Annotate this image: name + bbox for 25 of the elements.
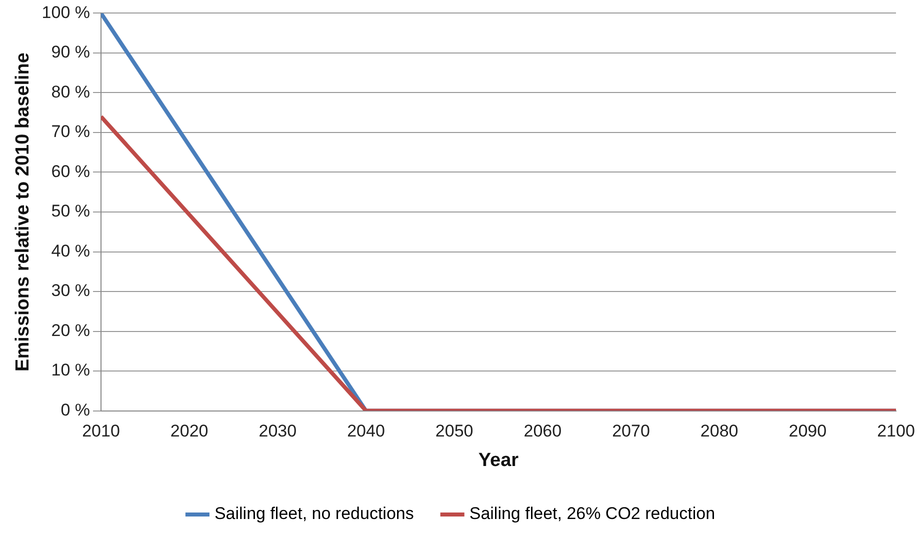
x-tick-label: 2040: [347, 422, 385, 441]
x-axis-title: Year: [478, 450, 520, 471]
y-tick-label: 20 %: [51, 320, 90, 340]
y-tick-label: 80 %: [51, 82, 90, 102]
y-tick-label: 30 %: [51, 281, 90, 300]
x-tick-label: 2010: [82, 422, 120, 441]
x-tick-label: 2100: [877, 422, 915, 441]
y-tick-label: 70 %: [51, 122, 90, 142]
legend-label: Sailing fleet, no reductions: [214, 504, 414, 524]
y-tick-label: 60 %: [51, 162, 90, 181]
y-tick-label: 10 %: [51, 360, 90, 380]
x-tick-label: 2030: [258, 422, 297, 441]
y-tick-label: 0 %: [60, 400, 90, 420]
x-tick-label: 2020: [170, 422, 208, 441]
x-tick-label: 2060: [524, 422, 562, 441]
y-tick-label: 40 %: [51, 241, 90, 260]
y-axis-title: Emissions relative to 2010 baseline: [12, 52, 34, 372]
y-tick-label: 50 %: [51, 202, 90, 221]
x-tick-label: 2090: [788, 422, 827, 441]
x-tick-label: 2050: [435, 422, 474, 441]
y-tick-label: 100 %: [42, 2, 90, 22]
x-tick-label: 2070: [612, 422, 650, 441]
legend-label: Sailing fleet, 26% CO2 reduction: [469, 504, 716, 524]
y-tick-label: 90 %: [51, 42, 90, 62]
x-tick-label: 2080: [700, 422, 738, 441]
